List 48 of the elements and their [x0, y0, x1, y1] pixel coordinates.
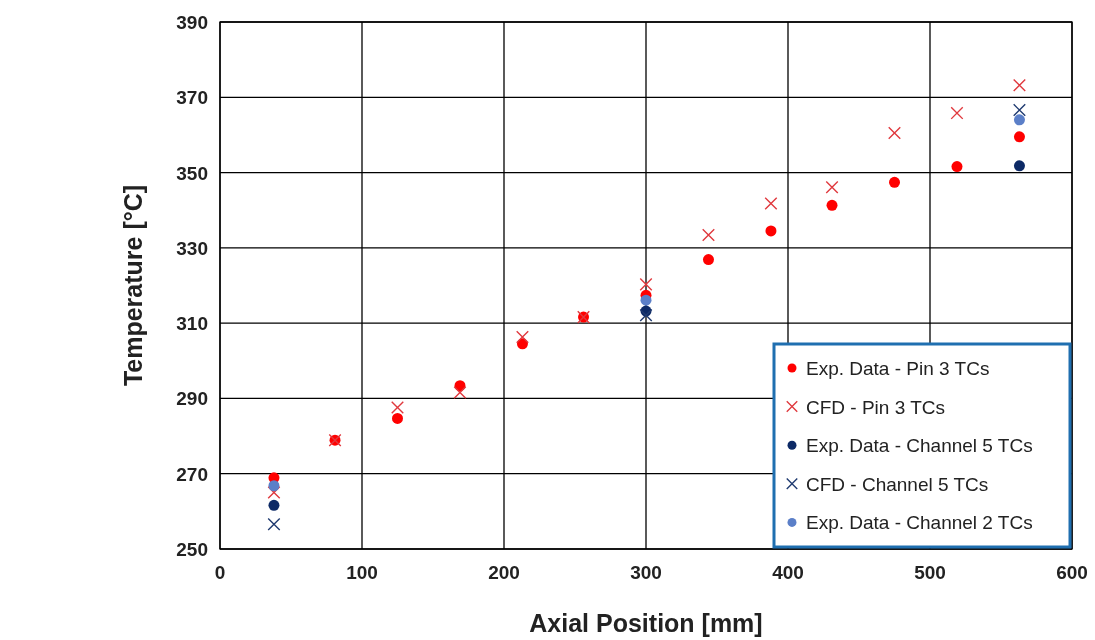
point — [702, 254, 714, 266]
legend-label: Exp. Data - Channel 2 TCs — [806, 512, 1033, 534]
y-axis-title: Temperature [°C] — [119, 184, 147, 387]
point — [1012, 78, 1026, 92]
point — [391, 400, 404, 414]
point — [268, 499, 280, 511]
y-tick-label: 290 — [176, 388, 208, 410]
x-axis-title: Axial Position [mm] — [529, 609, 763, 637]
y-tick-label: 310 — [176, 313, 208, 335]
y-tick-label: 330 — [176, 237, 208, 259]
legend-label: Exp. Data - Pin 3 TCs — [806, 358, 990, 379]
legend-label: Exp. Data - Channel 5 TCs — [806, 435, 1033, 457]
y-tick-label: 350 — [176, 162, 208, 184]
x-tick-label: 200 — [488, 562, 520, 583]
point — [702, 228, 715, 242]
point — [888, 126, 901, 140]
point — [951, 161, 963, 173]
point — [640, 294, 652, 306]
point — [268, 480, 280, 492]
x-tick-label: 0 — [214, 562, 226, 583]
point — [826, 199, 838, 211]
point — [1013, 160, 1025, 172]
point — [1012, 103, 1026, 117]
point — [1013, 131, 1025, 143]
x-tick-label: 600 — [1056, 562, 1088, 583]
point — [639, 308, 653, 322]
point — [1013, 114, 1025, 126]
legend-label: CFD - Channel 5 TCs — [806, 473, 989, 495]
y-tick-label: 370 — [176, 87, 208, 109]
legend-label: CFD - Pin 3 TCs — [806, 396, 946, 418]
point — [392, 412, 403, 424]
point — [765, 225, 777, 237]
point — [453, 385, 467, 399]
y-tick-label: 390 — [176, 12, 208, 33]
point — [267, 486, 281, 500]
point — [889, 176, 900, 188]
point — [639, 277, 653, 291]
x-tick-label: 300 — [630, 562, 662, 583]
x-tick-label: 100 — [346, 562, 378, 583]
point — [950, 106, 964, 120]
x-tick-label: 500 — [914, 562, 946, 583]
y-tick-label: 270 — [176, 463, 208, 485]
point — [515, 330, 529, 344]
point — [825, 180, 839, 194]
point — [764, 196, 778, 210]
y-tick-label: 250 — [176, 539, 208, 560]
point — [267, 517, 281, 531]
x-tick-label: 400 — [772, 562, 804, 583]
